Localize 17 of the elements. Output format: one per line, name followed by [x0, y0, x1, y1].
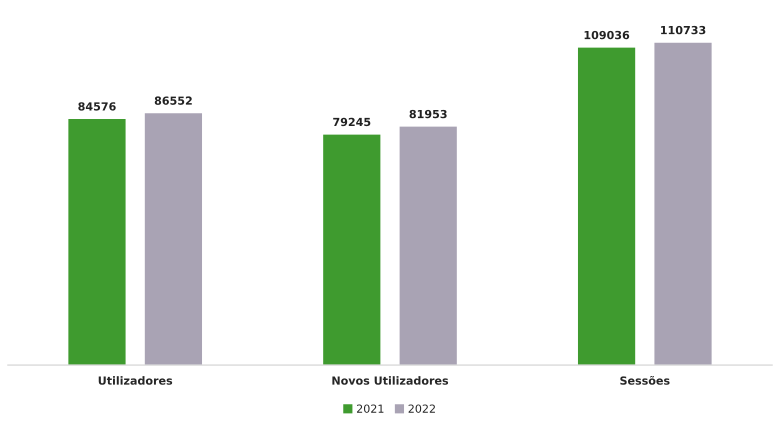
legend-label: 2022 — [408, 404, 435, 413]
bar — [653, 41, 714, 366]
bar — [143, 112, 204, 366]
legend-label: 2021 — [356, 404, 384, 413]
data-label: 81953 — [410, 110, 447, 118]
x-tick-label: Sessões — [620, 376, 670, 385]
data-label: 79245 — [333, 118, 370, 126]
x-tick-label: Utilizadores — [98, 376, 172, 385]
data-label: 86552 — [154, 96, 192, 105]
bar — [398, 125, 458, 366]
x-tick-label: Novos Utilizadores — [332, 376, 448, 385]
bar — [66, 118, 127, 366]
bar — [576, 46, 637, 366]
bar — [322, 133, 382, 366]
data-label: 84576 — [78, 102, 116, 111]
data-label: 110733 — [661, 26, 706, 34]
data-label: 109036 — [584, 30, 630, 40]
